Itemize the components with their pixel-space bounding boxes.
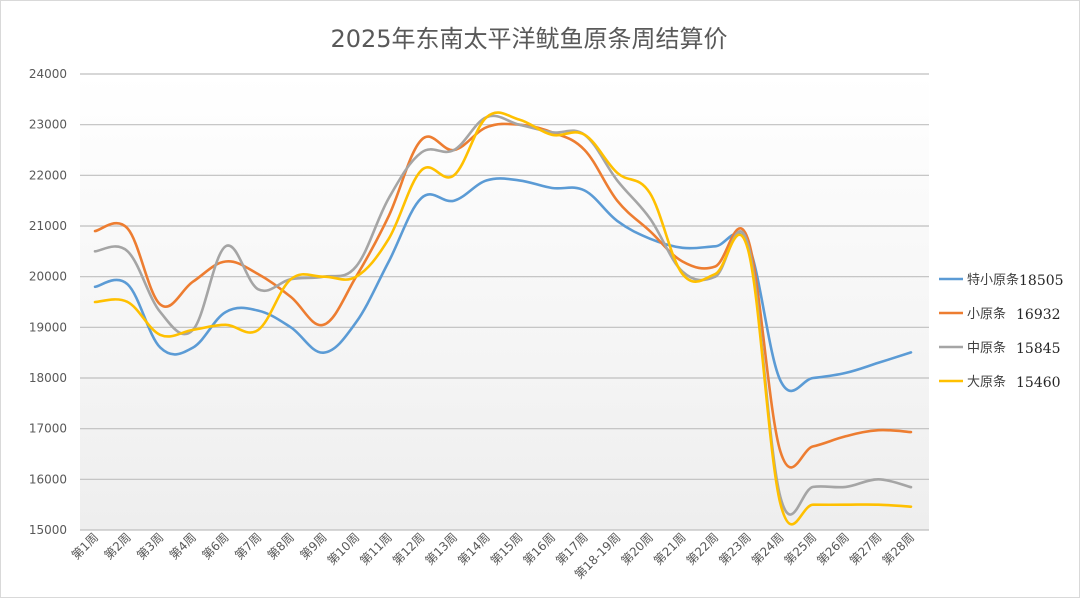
chart-title: 2025年东南太平洋鱿鱼原条周结算价 <box>330 25 727 53</box>
legend-label-m: 中原条 <box>967 340 1006 356</box>
x-tick-label: 第22周 <box>684 530 722 568</box>
x-tick-label: 第26周 <box>814 530 852 568</box>
legend: 特小原条 18505 小原条 16932 中原条 15845 大原条 15460 <box>939 272 1064 391</box>
y-tick-label: 20000 <box>29 270 67 284</box>
legend-label-s: 小原条 <box>967 306 1006 322</box>
plot-area <box>80 74 929 530</box>
y-tick-label: 15000 <box>29 523 67 537</box>
x-tick-label: 第20周 <box>618 530 656 568</box>
y-tick-label: 21000 <box>29 219 67 233</box>
y-axis-ticks: 15000 16000 17000 18000 19000 20000 21000 22000… <box>29 67 67 537</box>
legend-value-l: 15460 <box>1016 375 1061 391</box>
x-tick-label: 第12周 <box>390 530 428 568</box>
x-tick-label: 第27周 <box>847 530 885 568</box>
x-tick-label: 第28周 <box>879 530 917 568</box>
x-tick-label: 第2周 <box>101 530 133 562</box>
y-tick-label: 18000 <box>29 371 67 385</box>
x-axis-ticks: 第1周 第2周 第3周 第4周 第6周 第7周 第8周 第9周第10周第11周第12周第13周… <box>69 530 917 582</box>
x-tick-label: 第4周 <box>167 530 199 562</box>
x-tick-label: 第6周 <box>199 530 231 562</box>
x-tick-label: 第8周 <box>265 530 297 562</box>
legend-value-s: 16932 <box>1016 307 1061 323</box>
y-tick-label: 16000 <box>29 472 67 486</box>
x-tick-label: 第21周 <box>651 530 689 568</box>
legend-label-xs: 特小原条 <box>967 272 1019 288</box>
x-tick-label: 第13周 <box>422 530 460 568</box>
legend-value-m: 15845 <box>1016 341 1061 357</box>
series-line-l <box>93 111 913 526</box>
x-tick-label: 第3周 <box>134 530 166 562</box>
y-tick-label: 24000 <box>29 67 67 81</box>
x-tick-label: 第25周 <box>782 530 820 568</box>
series-lines <box>93 111 913 526</box>
x-tick-label: 第1周 <box>69 530 101 562</box>
x-tick-label: 第14周 <box>455 530 493 568</box>
x-tick-label: 第7周 <box>232 530 264 562</box>
legend-label-l: 大原条 <box>967 374 1006 390</box>
y-tick-label: 19000 <box>29 320 67 334</box>
x-tick-label: 第15周 <box>488 530 526 568</box>
x-tick-label: 第24周 <box>749 530 787 568</box>
x-tick-label: 第11周 <box>357 530 395 568</box>
x-tick-label: 第16周 <box>520 530 558 568</box>
y-tick-label: 17000 <box>29 422 67 436</box>
x-tick-label: 第10周 <box>325 530 363 568</box>
y-tick-label: 22000 <box>29 168 67 182</box>
x-tick-label: 第23周 <box>716 530 754 568</box>
y-tick-label: 23000 <box>29 118 67 132</box>
legend-value-xs: 18505 <box>1019 273 1064 289</box>
series-line-xs <box>93 177 913 393</box>
